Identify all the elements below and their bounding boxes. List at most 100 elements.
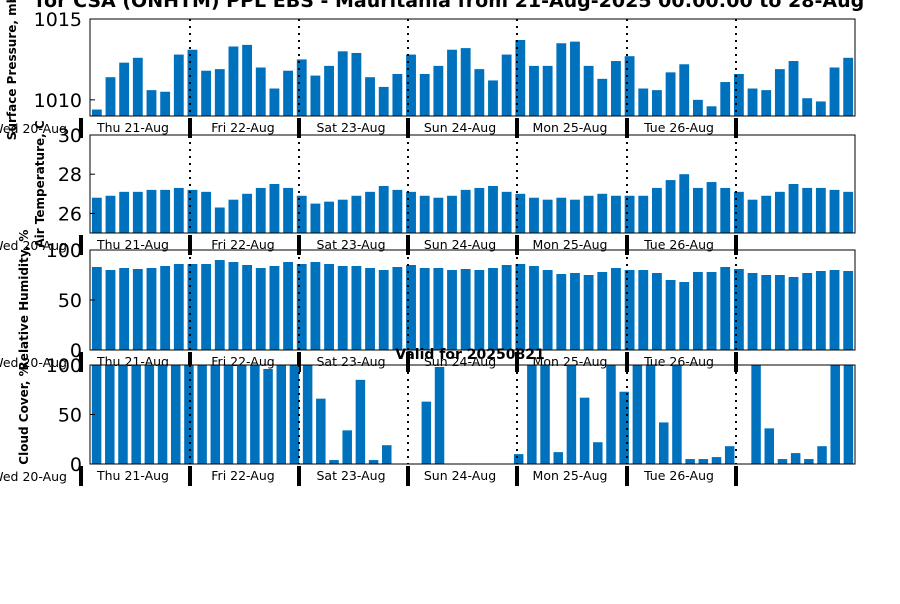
bar [255, 268, 266, 350]
bar [501, 265, 512, 350]
bar [829, 189, 840, 233]
bar [242, 193, 253, 233]
bar [433, 197, 444, 233]
bar [685, 459, 695, 464]
axes-frame [89, 18, 856, 117]
bar [706, 272, 717, 350]
bar [184, 365, 194, 464]
bar [624, 270, 635, 350]
bar [815, 271, 826, 350]
bar [173, 54, 184, 116]
bar [802, 187, 813, 233]
x-day-label: Sat 23-Aug [316, 120, 385, 135]
bar [774, 191, 785, 233]
bar [269, 184, 280, 233]
y-tick-label: 28 [58, 164, 82, 186]
bar [302, 365, 313, 464]
bar [255, 187, 266, 233]
bar [351, 266, 362, 350]
bar [619, 391, 629, 464]
bar [711, 457, 722, 464]
bar [310, 262, 321, 350]
bar [368, 460, 379, 464]
bar [378, 86, 389, 116]
bar [597, 78, 608, 116]
bar [570, 273, 580, 350]
bar [119, 268, 130, 350]
bar [187, 264, 198, 350]
bar [751, 365, 761, 464]
bar [474, 69, 485, 116]
y-axis-label: Surface Pressure, mb [5, 0, 19, 140]
y-axis-label: Relative Humidity, % [17, 230, 31, 371]
y-tick-label: 0 [70, 340, 82, 362]
axes-frame [89, 134, 856, 234]
bar [788, 61, 799, 116]
bar [433, 268, 444, 350]
bar [624, 195, 635, 233]
bar [146, 189, 157, 233]
bar [91, 267, 102, 350]
bar [269, 266, 280, 350]
x-day-label: Thu 21-Aug [96, 237, 169, 252]
bar [118, 365, 128, 464]
bar [91, 197, 102, 233]
bar [804, 459, 814, 464]
bar [515, 193, 526, 233]
bar [593, 442, 603, 464]
bar [632, 365, 643, 464]
x-day-label: Sat 23-Aug [316, 468, 385, 483]
bar [583, 65, 594, 116]
bar [269, 88, 280, 116]
bar [556, 274, 567, 350]
bar [160, 266, 171, 350]
bar [214, 207, 225, 233]
bar [324, 65, 334, 116]
bar [706, 182, 717, 233]
x-day-label: Mon 25-Aug [533, 468, 608, 483]
bar [556, 43, 567, 116]
bar [638, 270, 649, 350]
y-tick-label: 100 [46, 355, 82, 377]
bar [283, 262, 293, 350]
bar [515, 40, 526, 116]
bar [679, 174, 690, 233]
bar [105, 270, 116, 350]
bar [733, 73, 744, 116]
x-day-label: Sat 23-Aug [316, 354, 385, 369]
bar [236, 365, 247, 464]
bar [406, 265, 416, 350]
bar [276, 365, 286, 464]
y-axis-label: Air Temperature, C [33, 120, 47, 248]
bar [843, 271, 854, 350]
bar [365, 191, 375, 233]
bar [843, 365, 854, 464]
bar [501, 191, 512, 233]
bar [210, 365, 221, 464]
x-day-label: Sat 23-Aug [316, 237, 385, 252]
bar [829, 67, 840, 116]
bar [197, 365, 207, 464]
bar [815, 101, 826, 116]
x-start-label: Wed 20-Aug [0, 238, 67, 253]
bar [513, 454, 524, 464]
bar [611, 61, 621, 116]
bar [788, 184, 799, 233]
x-day-label: Sun 24-Aug [424, 468, 496, 483]
bar [529, 197, 539, 233]
x-day-label: Fri 22-Aug [211, 237, 274, 252]
bar [433, 65, 444, 116]
bar [406, 54, 416, 116]
x-start-label: Wed 20-Aug [0, 121, 67, 136]
bar [692, 187, 703, 233]
y-tick-label: 100 [46, 240, 82, 262]
bar [829, 270, 840, 350]
bar [419, 268, 430, 350]
bar [119, 191, 130, 233]
bar [419, 73, 430, 116]
bar [652, 273, 662, 350]
bar [542, 270, 553, 350]
bar [228, 262, 239, 350]
bar [527, 365, 537, 464]
